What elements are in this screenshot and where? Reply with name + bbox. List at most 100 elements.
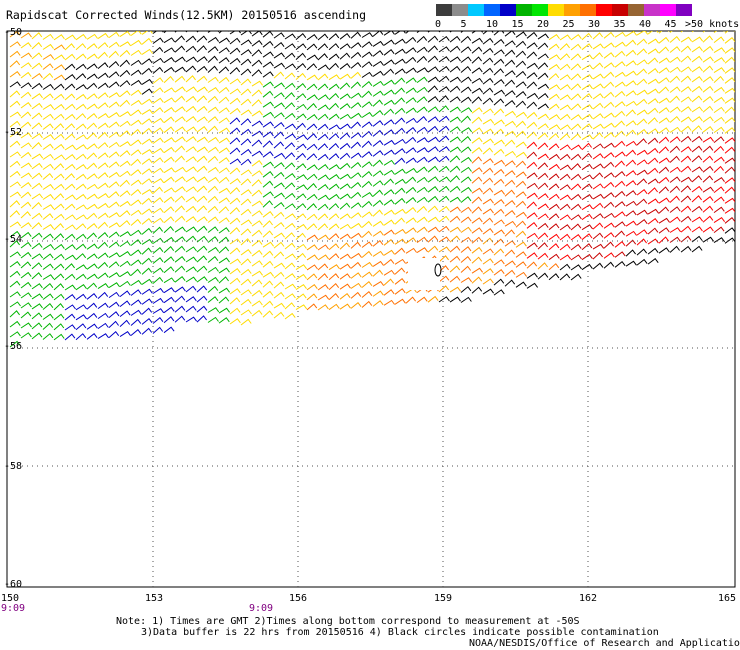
wind-barb <box>97 241 109 249</box>
wind-barb <box>328 243 340 251</box>
wind-barb <box>130 149 142 156</box>
wind-barb <box>273 92 285 99</box>
wind-barb <box>284 112 296 120</box>
wind-barb <box>394 247 406 255</box>
wind-barb <box>9 261 21 268</box>
wind-barb <box>581 243 593 251</box>
wind-barb <box>9 90 21 98</box>
wind-barb <box>526 272 538 279</box>
wind-barb <box>218 127 230 134</box>
wind-barb <box>174 236 186 243</box>
wind-barb <box>537 123 549 130</box>
wind-barb <box>669 155 680 163</box>
wind-barb <box>625 249 636 257</box>
wind-barb <box>273 41 285 49</box>
wind-barb <box>295 223 307 231</box>
wind-barb <box>196 245 208 253</box>
wind-barb <box>625 70 637 77</box>
wind-barb <box>20 151 32 159</box>
wind-barb <box>152 178 165 184</box>
wind-barb <box>9 71 21 78</box>
wind-barb <box>152 237 164 244</box>
wind-barb <box>141 37 153 45</box>
wind-barb <box>581 93 593 101</box>
wind-barb <box>669 185 681 193</box>
wind-barb <box>306 213 318 221</box>
wind-barb <box>361 130 373 138</box>
wind-barb <box>163 137 175 144</box>
wind-barb <box>482 268 494 275</box>
wind-barb <box>713 136 725 143</box>
wind-barb <box>636 128 648 136</box>
legend-swatch <box>596 4 612 16</box>
wind-barb <box>306 254 318 261</box>
wind-barb <box>383 289 395 296</box>
wind-barb <box>515 151 527 158</box>
wind-barb <box>383 269 395 276</box>
wind-barb <box>504 79 516 87</box>
wind-barb <box>86 263 98 270</box>
wind-barb <box>526 92 539 99</box>
wind-barb <box>9 120 21 128</box>
wind-barb <box>328 223 340 231</box>
wind-barb <box>163 37 176 44</box>
wind-barb <box>218 246 230 254</box>
legend-swatch <box>500 4 516 16</box>
wind-barb <box>284 72 296 80</box>
wind-barb <box>515 31 527 38</box>
wind-barb <box>97 182 109 190</box>
wind-barb <box>75 53 87 61</box>
wind-barb <box>702 125 714 133</box>
wind-barb <box>636 198 648 206</box>
wind-barb <box>394 87 405 95</box>
wind-barb <box>647 128 659 135</box>
wind-barb <box>592 143 604 150</box>
wind-barb <box>394 117 406 125</box>
wind-barb <box>119 280 131 288</box>
wind-barb <box>592 83 604 90</box>
wind-barb <box>394 48 406 55</box>
wind-barb <box>119 231 132 238</box>
wind-barb <box>75 314 87 321</box>
wind-barb <box>64 324 76 331</box>
wind-barb <box>570 193 582 201</box>
wind-barb <box>460 277 472 283</box>
wind-barb <box>152 137 164 144</box>
wind-barb <box>339 213 351 220</box>
wind-barb <box>317 43 329 51</box>
wind-barb <box>339 292 351 300</box>
wind-barb <box>317 73 329 81</box>
wind-barb <box>9 31 21 38</box>
wind-barb <box>339 52 351 60</box>
wind-barb <box>284 182 296 190</box>
wind-barb <box>350 261 362 269</box>
wind-barb <box>163 75 174 84</box>
wind-barb <box>647 247 659 255</box>
wind-barb <box>570 133 582 141</box>
wind-barb <box>647 198 659 205</box>
wind-barb <box>350 161 362 169</box>
wind-barb <box>262 40 274 48</box>
wind-barb <box>658 186 669 194</box>
wind-barb <box>636 159 648 166</box>
wind-barb <box>119 99 131 107</box>
wind-barb <box>471 107 483 114</box>
wind-barb <box>416 186 428 194</box>
wind-barb <box>394 58 406 65</box>
wind-barb <box>471 67 483 74</box>
wind-barb <box>713 75 724 83</box>
wind-barb <box>119 179 130 187</box>
wind-barb <box>130 209 142 216</box>
lon-label: 153 <box>145 593 164 604</box>
wind-barb <box>207 136 219 143</box>
wind-barb <box>229 97 241 105</box>
wind-barb <box>262 290 274 298</box>
wind-barb <box>405 217 417 224</box>
wind-barb <box>328 53 340 61</box>
wind-barb <box>592 132 603 140</box>
wind-barb <box>471 267 483 274</box>
legend-swatch <box>564 4 580 16</box>
wind-barb <box>482 57 494 65</box>
wind-barb <box>295 143 307 150</box>
wind-barb <box>284 232 296 240</box>
